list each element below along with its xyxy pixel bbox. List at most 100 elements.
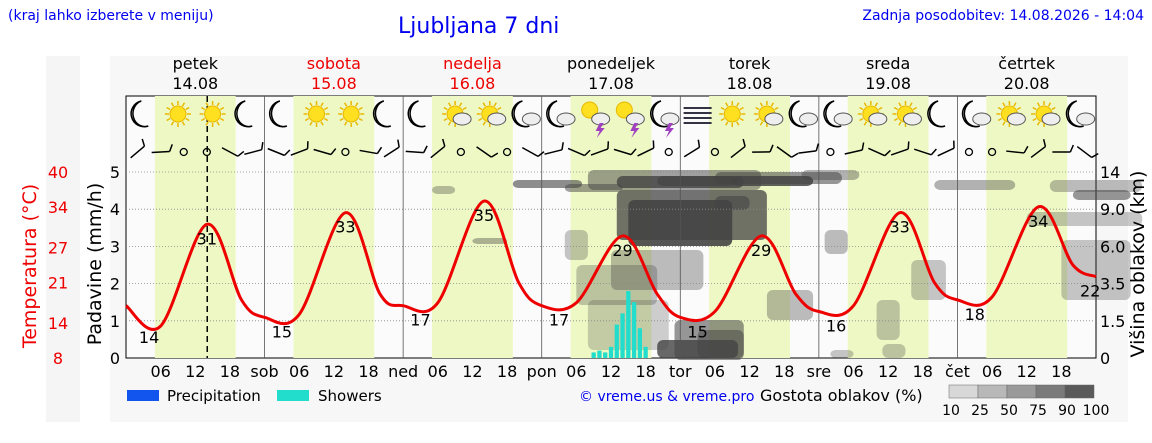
wind-barb-icon	[1052, 144, 1075, 153]
sun-cloud-icon	[1031, 101, 1061, 127]
temperature-label: 29	[751, 241, 771, 260]
temperature-label: 17	[549, 311, 569, 330]
wind-calm-icon	[664, 147, 673, 157]
height-tick: 6.0	[1100, 237, 1125, 256]
moon-icon	[372, 100, 392, 128]
day-name: torek	[729, 54, 771, 73]
cloud-density-tick: 50	[1000, 403, 1018, 419]
cloud-patch	[564, 184, 623, 192]
wind-calm-icon	[502, 147, 512, 157]
cloud-patch	[564, 230, 588, 260]
wind-barb-icon	[913, 148, 937, 156]
hour-tick: 18	[1051, 362, 1071, 381]
wind-calm-icon	[456, 147, 466, 157]
wind-calm-icon	[987, 147, 997, 157]
city-hint: (kraj lahko izberete v meniju)	[8, 8, 214, 24]
moon-cloud-icon	[511, 100, 541, 128]
height-tick: 3.5	[1100, 275, 1125, 294]
temp-axis-panel	[46, 56, 80, 422]
day-date: 16.08	[450, 74, 496, 93]
wind-barb-icon	[590, 141, 610, 156]
temp-tick: 40	[48, 163, 68, 182]
cloud-density-tick: 90	[1058, 403, 1076, 419]
wind-barb-icon	[613, 148, 637, 156]
temperature-line	[124, 199, 1097, 331]
moon-icon	[234, 100, 253, 128]
wind-barb-icon	[567, 147, 591, 157]
hour-tick: 12	[1017, 362, 1037, 381]
cloud-cover	[432, 170, 1143, 360]
cloud-patch	[882, 344, 906, 358]
day-date: 18.08	[727, 74, 773, 93]
day-name: ponedeljek	[567, 54, 656, 73]
precip-legend-label: Precipitation	[167, 387, 261, 405]
day-date: 15.08	[311, 74, 357, 93]
wind-barb-icon	[313, 148, 337, 156]
temp-tick: 8	[53, 349, 63, 368]
sun-icon	[338, 101, 365, 127]
showers-swatch	[277, 390, 309, 401]
wind-barb-icon	[383, 139, 400, 158]
precip-tick: 1	[110, 312, 120, 331]
wind-barb-icon	[405, 145, 428, 154]
cloud-patch	[732, 176, 814, 186]
wind-barb-icon	[752, 144, 774, 153]
precip-tick: 4	[110, 200, 120, 219]
moon-storm-icon	[650, 100, 680, 138]
shower-bar	[608, 346, 614, 358]
cloud-patch	[766, 290, 814, 320]
day-name: četrtek	[998, 54, 1056, 73]
hour-tick: 12	[601, 362, 621, 381]
day-abbr: tor	[669, 362, 692, 381]
sun-cloud-icon	[857, 101, 888, 127]
hour-tick: 12	[462, 362, 482, 381]
sun-icon	[199, 101, 226, 127]
moon-cloud-icon	[546, 100, 576, 128]
cloud-density-tick: 10	[942, 403, 960, 419]
temperature-label: 16	[826, 317, 846, 336]
temperature-label: 18	[965, 305, 985, 324]
temperature-label: 31	[197, 229, 217, 248]
moon-icon	[268, 100, 288, 128]
temperature-label: 14	[139, 328, 159, 347]
cloud-patch	[1061, 240, 1131, 300]
hour-tick: 18	[913, 362, 933, 381]
day-abbr: pon	[527, 362, 557, 381]
cloud-patch	[830, 350, 854, 358]
hour-tick: 12	[185, 362, 205, 381]
day-abbr: sob	[250, 362, 278, 381]
wind-barb-icon	[683, 139, 701, 158]
height-axis-label: Višina oblakov (km)	[1127, 171, 1149, 358]
storm-icon	[581, 101, 611, 138]
wind-barb-icon	[267, 147, 291, 157]
temperature-label: 35	[474, 206, 494, 225]
wind-barb-icon	[1030, 139, 1047, 159]
day-name: sreda	[866, 54, 910, 73]
moon-cloud-icon	[1065, 100, 1096, 128]
shower-bar	[597, 350, 602, 358]
shower-bar	[603, 352, 608, 358]
wind-calm-icon	[341, 147, 350, 157]
wind-barb-icon	[776, 146, 799, 158]
sun-cloud-icon	[892, 101, 922, 127]
day-name: petek	[173, 54, 219, 73]
hour-tick: 18	[358, 362, 378, 381]
day-date: 17.08	[588, 74, 634, 93]
wind-barb-icon	[1076, 145, 1099, 159]
page-title: Ljubljana 7 dni	[398, 14, 560, 39]
hour-tick: 18	[774, 362, 794, 381]
wind-calm-icon	[202, 147, 211, 157]
cloud-patch	[824, 230, 848, 254]
precip-swatch	[127, 390, 159, 401]
temp-axis-label: Temperatura (°C)	[19, 184, 41, 349]
cloud-patch	[472, 238, 508, 244]
wind-barb-icon	[798, 143, 820, 154]
temperature-label: 15	[272, 322, 292, 341]
day-name: nedelja	[443, 54, 502, 73]
temperature-label: 34	[1028, 212, 1048, 231]
moon-cloud-icon	[961, 100, 992, 128]
sun-icon	[164, 101, 191, 127]
day-date: 20.08	[1004, 74, 1050, 93]
temperature-label: 29	[612, 241, 632, 260]
